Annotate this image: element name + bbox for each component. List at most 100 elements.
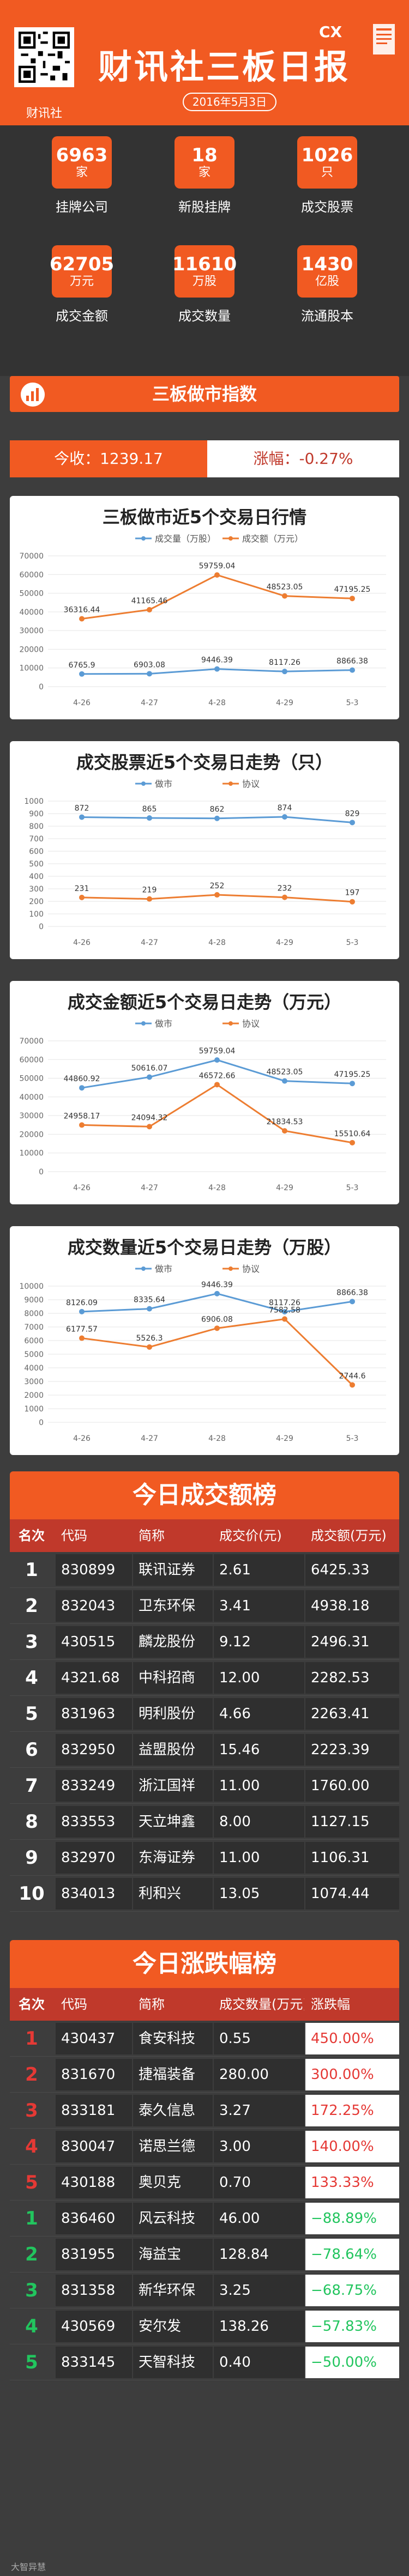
stat-label: 成交股票 (301, 199, 353, 215)
data-point (282, 1309, 287, 1315)
stat-value: 62705 (49, 253, 115, 275)
x-tick-label: 4-26 (73, 1184, 91, 1192)
data-point (282, 1078, 287, 1084)
legend-label: 做市 (155, 1019, 172, 1029)
data-label: 232 (278, 884, 292, 893)
chart-volume: 做市 协议 0 1000 2000 3000 4000 5000 6000 7000 8000 900… (19, 1264, 386, 1443)
price-cell: 11.00 (219, 1850, 260, 1866)
legend-marker (228, 1021, 233, 1026)
data-label: 8117.26 (269, 658, 300, 667)
code-cell: 830899 (61, 1562, 116, 1578)
code-cell: 833181 (61, 2102, 116, 2119)
data-label: 47195.25 (334, 585, 371, 594)
cx-logo: CX (319, 23, 342, 41)
legend-marker (228, 781, 233, 786)
data-point (79, 1308, 85, 1314)
col-header: 涨跌幅 (311, 1997, 350, 2012)
name-cell: 海益宝 (139, 2246, 182, 2263)
legend-marker (141, 536, 146, 541)
data-point (214, 892, 220, 898)
data-point (350, 1139, 355, 1145)
legend-label: 成交额（万元） (242, 534, 303, 544)
data-label: 7582.58 (269, 1306, 300, 1314)
price-cell: 0.55 (219, 2031, 251, 2047)
rank-cell: 8 (25, 1811, 38, 1833)
price-cell: 11.00 (219, 1778, 260, 1794)
index-bar: 今收：1239.17 涨幅：-0.27% (10, 440, 399, 477)
name-cell: 奥贝克 (139, 2174, 182, 2191)
x-tick-label: 4-27 (141, 699, 158, 707)
x-tick-label: 4-29 (276, 1184, 293, 1192)
name-cell: 东海证券 (139, 1850, 196, 1866)
name-cell: 联讯证券 (139, 1562, 196, 1578)
code-cell: 832043 (61, 1598, 116, 1614)
qr-code (14, 27, 74, 87)
index-change: 涨幅：-0.27% (207, 440, 399, 477)
price-cell: 3.25 (219, 2282, 251, 2299)
name-cell: 明利股份 (139, 1706, 196, 1722)
data-point (79, 814, 85, 820)
legend-marker (141, 1266, 146, 1271)
code-cell: 831955 (61, 2246, 116, 2263)
data-label: 48523.05 (267, 583, 303, 592)
col-header: 成交数量(万元) (219, 1997, 304, 2012)
data-label: 9446.39 (201, 656, 233, 665)
table-header: 名次 代码 简称 成交数量(万元) 涨跌幅 (10, 1988, 399, 2021)
price-cell: 4.66 (219, 1706, 251, 1722)
data-point (147, 671, 152, 677)
price-cell: 46.00 (219, 2210, 260, 2227)
x-tick-label: 5-3 (346, 699, 359, 707)
y-tick-label: 400 (29, 872, 44, 881)
data-point (350, 667, 355, 673)
rank-cell: 6 (25, 1739, 38, 1761)
value-cell: 172.25% (311, 2102, 374, 2119)
table-row: 6 832950 益盟股份 15.46 2223.39 (10, 1732, 399, 1768)
stats-panel: 6963 家 挂牌公司 18 家 新股挂牌 1026 只 成交股票 62705 万元 成… (0, 125, 409, 376)
y-tick-label: 60000 (19, 1056, 44, 1064)
table-row: 5 430188 奥贝克 0.70 133.33% (10, 2165, 399, 2201)
data-point (214, 1082, 220, 1088)
data-point (147, 896, 152, 902)
data-label: 47195.25 (334, 1070, 371, 1079)
chart-card-4: 成交数量近5个交易日走势（万股） 做市 协议 0 1000 2000 3000 4000 50… (10, 1226, 399, 1455)
y-tick-label: 40000 (19, 1093, 44, 1102)
x-tick-label: 5-3 (346, 1434, 359, 1443)
value-cell: −57.83% (311, 2318, 377, 2335)
y-tick-label: 1000 (24, 797, 44, 806)
name-cell: 泰久信息 (139, 2102, 196, 2119)
data-label: 6906.08 (201, 1315, 233, 1324)
x-tick-label: 4-26 (73, 699, 91, 707)
chart-stock-count: 做市 协议 0 100 200 300 400 500 600 700 800 900 1000 4-26… (24, 779, 386, 947)
data-point (147, 1124, 152, 1130)
y-tick-label: 50000 (19, 1075, 44, 1083)
table-row: 8 833553 天立坤鑫 8.00 1127.15 (10, 1804, 399, 1840)
y-tick-label: 30000 (19, 1112, 44, 1120)
code-cell: 830047 (61, 2138, 116, 2155)
rank-cell: 5 (25, 2351, 38, 2373)
value-cell: 1127.15 (311, 1814, 370, 1830)
data-label: 59759.04 (199, 562, 236, 571)
x-tick-label: 4-26 (73, 938, 91, 947)
turnover-table: 名次 代码 简称 成交价(元) 成交额(万元) 1 830899 联讯证券 2.61 6… (10, 1519, 399, 1912)
movers-table: 名次 代码 简称 成交数量(万元) 涨跌幅 1 430437 食安科技 0.55 450… (10, 1988, 399, 2380)
rank-cell: 2 (25, 2064, 38, 2086)
stat-label: 挂牌公司 (56, 199, 108, 215)
data-point (79, 894, 85, 900)
rank-cell: 2 (25, 1595, 38, 1617)
name-cell: 卫东环保 (139, 1598, 196, 1614)
footer-text: 大智异慧 (11, 2562, 46, 2572)
data-label: 21834.53 (267, 1118, 303, 1126)
stat-turnover: 62705 万元 成交金额 (27, 245, 136, 324)
data-label: 6765.9 (69, 661, 95, 670)
table-row: 10 834013 利和兴 13.05 1074.44 (10, 1876, 399, 1912)
y-tick-label: 10000 (19, 1282, 44, 1291)
data-point (147, 815, 152, 821)
value-cell: 140.00% (311, 2138, 374, 2155)
data-point (79, 616, 85, 622)
rank-cell: 1 (25, 2028, 38, 2050)
data-point (79, 1122, 85, 1128)
report-date: 2016年5月3日 (183, 93, 276, 111)
x-tick-label: 4-28 (208, 938, 226, 947)
price-cell: 8.00 (219, 1814, 251, 1830)
data-point (350, 596, 355, 602)
